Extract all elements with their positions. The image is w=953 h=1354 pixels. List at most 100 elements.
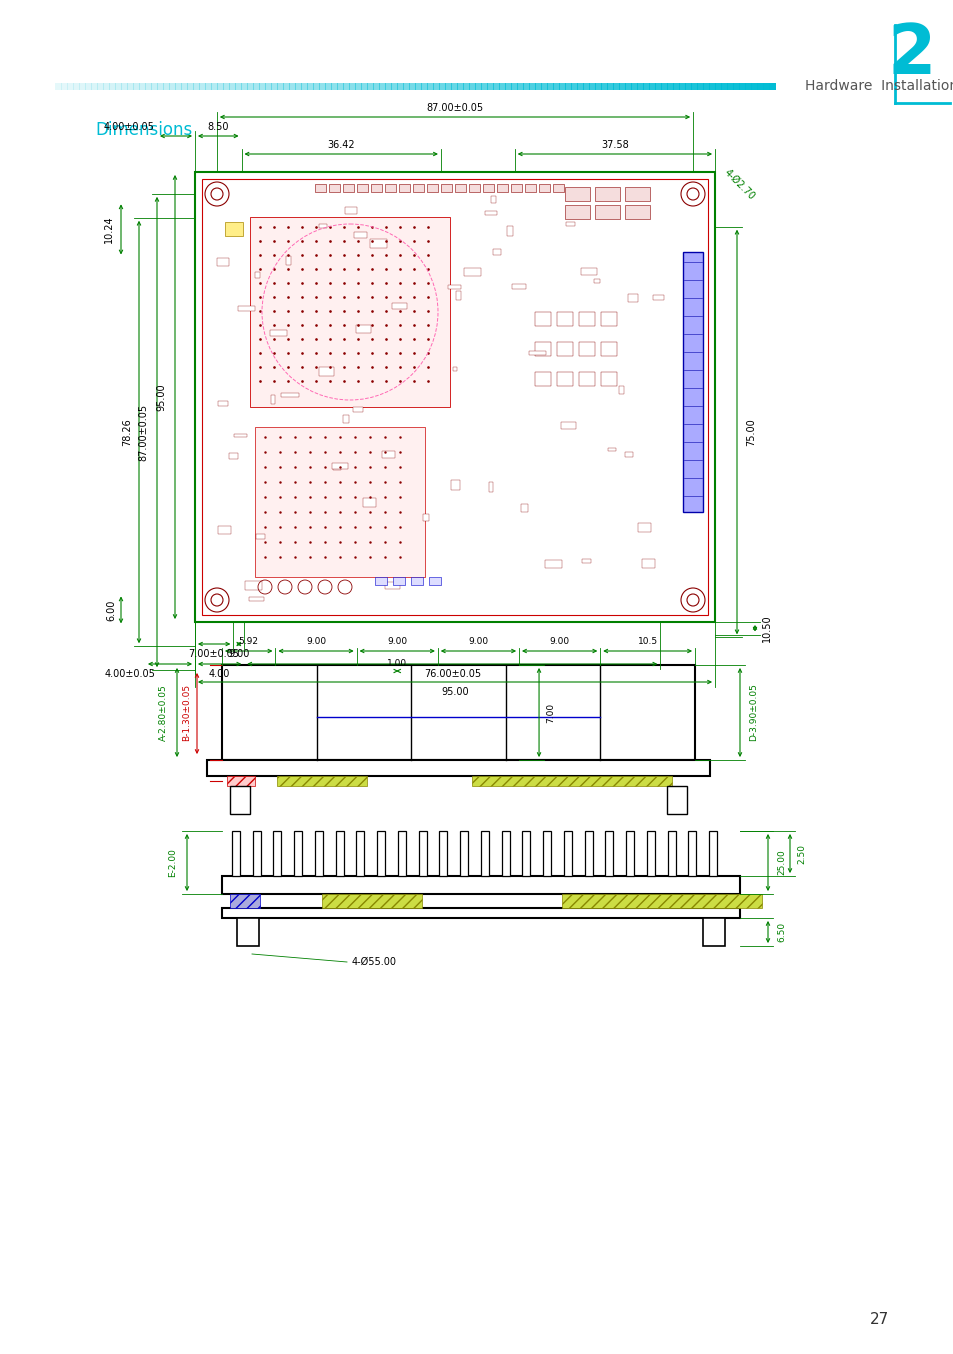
Bar — [216, 83, 224, 89]
Bar — [595, 204, 619, 219]
Bar — [115, 83, 122, 89]
Bar — [274, 831, 281, 876]
Bar — [354, 232, 367, 238]
Bar — [480, 831, 489, 876]
Bar — [517, 83, 523, 89]
Bar — [139, 83, 146, 89]
Bar — [232, 831, 240, 876]
Text: 87.00±0.05: 87.00±0.05 — [426, 103, 483, 112]
Bar — [202, 179, 707, 615]
Bar — [638, 524, 650, 532]
Text: 78.26: 78.26 — [122, 418, 132, 445]
Bar — [336, 83, 344, 89]
Bar — [294, 831, 302, 876]
Bar — [595, 83, 601, 89]
Bar — [538, 184, 550, 192]
Bar — [199, 83, 206, 89]
Text: 4-Ø2.70: 4-Ø2.70 — [722, 167, 757, 202]
Bar — [163, 83, 170, 89]
Text: 1.00: 1.00 — [387, 658, 407, 668]
Bar — [222, 909, 740, 918]
Bar — [233, 435, 247, 437]
Bar — [250, 217, 450, 408]
Bar — [455, 184, 465, 192]
Bar — [469, 184, 479, 192]
Text: 27: 27 — [869, 1312, 889, 1327]
Bar — [427, 184, 437, 192]
Bar — [440, 184, 452, 192]
Bar — [451, 83, 457, 89]
Bar — [318, 223, 327, 227]
Text: Hardware  Installation: Hardware Installation — [804, 80, 953, 93]
Bar — [151, 83, 158, 89]
Bar — [697, 83, 703, 89]
Bar — [535, 343, 551, 356]
Bar — [768, 83, 775, 89]
Bar — [493, 249, 501, 255]
Text: 10.50: 10.50 — [761, 615, 771, 642]
Bar — [524, 184, 536, 192]
Bar — [484, 211, 497, 215]
Bar — [646, 831, 655, 876]
Bar — [624, 83, 631, 89]
Bar — [67, 83, 74, 89]
Bar — [624, 187, 649, 200]
Bar — [708, 831, 717, 876]
Bar — [360, 83, 368, 89]
Bar — [73, 83, 80, 89]
Text: 76.00±0.05: 76.00±0.05 — [423, 669, 480, 678]
Bar — [376, 831, 385, 876]
Bar — [255, 272, 259, 278]
Bar — [157, 83, 164, 89]
Bar — [564, 204, 589, 219]
Bar — [289, 83, 295, 89]
Bar — [283, 83, 290, 89]
Bar — [331, 83, 337, 89]
Bar — [672, 83, 679, 89]
Bar — [627, 294, 637, 302]
Bar — [535, 311, 551, 326]
Bar — [624, 452, 633, 458]
Bar — [618, 386, 623, 394]
Bar — [557, 343, 573, 356]
Bar — [409, 83, 416, 89]
Bar — [333, 463, 341, 470]
Text: 95.00: 95.00 — [440, 686, 468, 697]
Bar — [439, 831, 447, 876]
Bar — [690, 83, 698, 89]
Bar — [666, 787, 686, 814]
Text: 4.00±0.05: 4.00±0.05 — [105, 669, 155, 678]
Bar — [535, 83, 541, 89]
Bar — [637, 83, 643, 89]
Bar — [588, 83, 596, 89]
Text: 9.00: 9.00 — [387, 638, 407, 646]
Bar — [325, 83, 332, 89]
Bar — [217, 257, 229, 265]
Bar — [605, 831, 613, 876]
Text: 6.50: 6.50 — [777, 922, 785, 942]
Bar — [498, 83, 505, 89]
Bar — [79, 83, 86, 89]
Bar — [545, 559, 561, 569]
Bar — [488, 482, 493, 492]
Bar — [546, 83, 554, 89]
Bar — [475, 83, 481, 89]
Text: 36.42: 36.42 — [327, 139, 355, 150]
Bar — [666, 83, 673, 89]
Text: 9.00: 9.00 — [468, 638, 488, 646]
Bar — [244, 581, 262, 590]
Bar — [301, 83, 308, 89]
Bar — [318, 367, 334, 376]
Bar — [371, 184, 381, 192]
Bar — [720, 83, 727, 89]
Bar — [103, 83, 110, 89]
Bar — [356, 831, 364, 876]
Bar — [318, 83, 326, 89]
Bar — [444, 83, 452, 89]
Bar — [314, 184, 326, 192]
Bar — [593, 279, 599, 283]
Bar — [254, 427, 424, 577]
Bar — [679, 83, 685, 89]
Bar — [385, 83, 392, 89]
Bar — [225, 222, 243, 236]
